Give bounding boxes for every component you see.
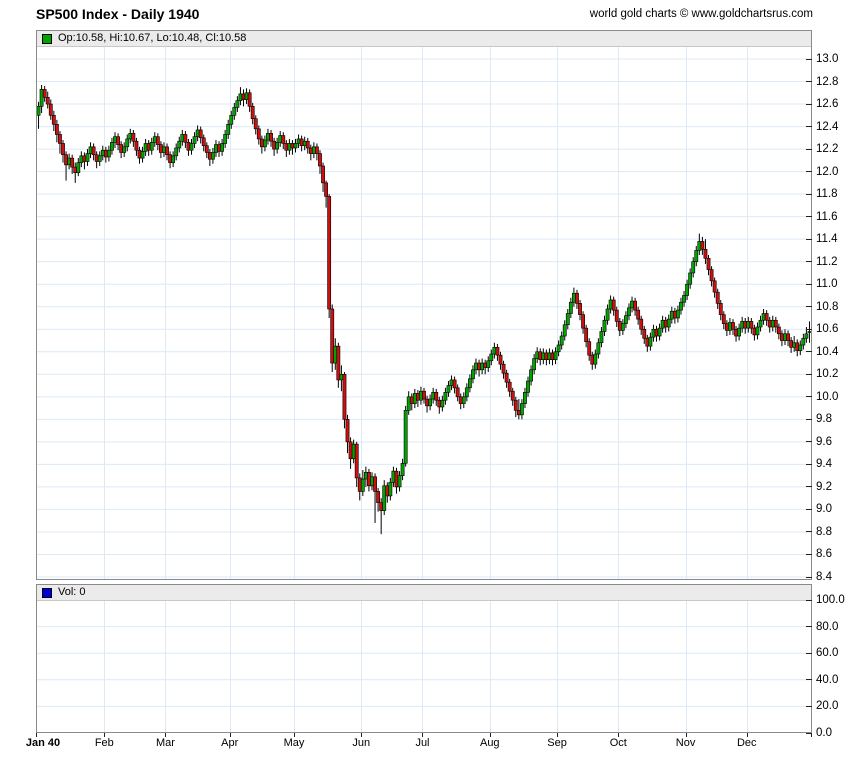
price-axis-tick-label: 9.2 bbox=[816, 480, 832, 493]
price-axis-tick bbox=[806, 328, 812, 330]
time-axis-tick bbox=[104, 733, 105, 737]
price-axis-tick bbox=[806, 306, 812, 308]
time-axis-month-label: Mar bbox=[156, 737, 175, 749]
price-axis-tick bbox=[806, 486, 812, 488]
ohlc-legend-swatch bbox=[42, 33, 52, 44]
price-candlestick-chart bbox=[37, 47, 811, 579]
time-axis-month-label: Jul bbox=[415, 737, 430, 749]
volume-axis-tick bbox=[806, 599, 812, 601]
time-axis-month-label: Oct bbox=[609, 737, 627, 749]
time-axis-month-label: Jan 40 bbox=[25, 737, 61, 749]
price-axis-tick-label: 10.4 bbox=[816, 345, 839, 358]
price-axis-tick-label: 9.8 bbox=[816, 413, 832, 426]
price-axis-tick bbox=[806, 126, 812, 128]
price-axis-tick-label: 9.6 bbox=[816, 435, 832, 448]
volume-axis-tick-label: 100.0 bbox=[816, 594, 845, 606]
volume-chart bbox=[37, 601, 811, 732]
volume-axis-tick bbox=[806, 679, 812, 681]
price-axis-tick bbox=[806, 238, 812, 240]
volume-axis-tick bbox=[806, 732, 812, 734]
time-axis-month-label: May bbox=[283, 737, 305, 749]
price-axis-tick bbox=[806, 553, 812, 555]
volume-axis-tick-label: 40.0 bbox=[816, 673, 839, 686]
price-axis-tick bbox=[806, 58, 812, 60]
price-axis-tick-label: 8.6 bbox=[816, 548, 832, 561]
price-pane: Op:10.58, Hi:10.67, Lo:10.48, Cl:10.58 bbox=[36, 30, 812, 580]
time-axis-month-label: Dec bbox=[736, 737, 757, 749]
volume-axis-tick bbox=[806, 652, 812, 654]
time-axis-tick bbox=[618, 733, 619, 737]
price-axis-tick-label: 8.8 bbox=[816, 525, 832, 538]
price-axis-tick bbox=[806, 193, 812, 195]
price-axis-tick-label: 10.8 bbox=[816, 300, 839, 313]
price-axis-tick bbox=[806, 396, 812, 398]
price-axis-tick bbox=[806, 171, 812, 173]
price-axis-tick bbox=[806, 261, 812, 263]
price-axis-tick-label: 11.2 bbox=[816, 255, 838, 268]
price-legend-bar: Op:10.58, Hi:10.67, Lo:10.48, Cl:10.58 bbox=[37, 31, 811, 47]
time-axis-month-label: Feb bbox=[94, 737, 114, 749]
price-axis-tick bbox=[806, 81, 812, 83]
volume-axis-tick-label: 80.0 bbox=[816, 620, 839, 633]
time-axis-month-label: Aug bbox=[479, 737, 500, 749]
price-axis-tick bbox=[806, 441, 812, 443]
price-axis-tick-label: 11.6 bbox=[816, 210, 838, 223]
time-axis-tick bbox=[686, 733, 687, 737]
time-axis-tick bbox=[165, 733, 166, 737]
price-axis-tick-label: 12.2 bbox=[816, 143, 839, 156]
price-axis-tick bbox=[806, 508, 812, 510]
price-axis-tick-label: 12.4 bbox=[816, 120, 839, 133]
time-axis-tick bbox=[490, 733, 491, 737]
time-axis-tick bbox=[557, 733, 558, 737]
price-axis-tick-label: 10.6 bbox=[816, 323, 839, 336]
price-axis-tick-label: 11.0 bbox=[816, 278, 838, 291]
volume-axis-tick-label: 20.0 bbox=[816, 700, 839, 713]
ohlc-legend-label: Op:10.58, Hi:10.67, Lo:10.48, Cl:10.58 bbox=[58, 32, 247, 44]
time-axis-tick bbox=[747, 733, 748, 737]
time-axis-tick bbox=[294, 733, 295, 737]
time-axis-month-label: Nov bbox=[675, 737, 696, 749]
price-axis-tick bbox=[806, 216, 812, 218]
price-axis-tick-label: 9.4 bbox=[816, 458, 832, 471]
volume-axis-tick bbox=[806, 705, 812, 707]
price-axis-tick bbox=[806, 148, 812, 150]
price-axis-tick bbox=[806, 351, 812, 353]
credit-text: world gold charts © www.goldchartsrus.co… bbox=[589, 8, 813, 20]
price-axis-tick bbox=[806, 373, 812, 375]
volume-axis-tick bbox=[806, 626, 812, 628]
page-title: SP500 Index - Daily 1940 bbox=[36, 6, 200, 22]
time-axis-month-label: Sep bbox=[547, 737, 567, 749]
time-axis-tick bbox=[811, 733, 812, 737]
price-axis-tick-label: 8.4 bbox=[816, 571, 832, 583]
time-axis-tick bbox=[422, 733, 423, 737]
price-axis-tick bbox=[806, 531, 812, 533]
price-axis-tick bbox=[806, 576, 812, 578]
time-axis-month-label: Jun bbox=[352, 737, 371, 749]
price-axis-tick bbox=[806, 103, 812, 105]
time-axis-tick bbox=[36, 733, 37, 737]
time-axis-tick bbox=[361, 733, 362, 737]
price-axis-tick-label: 9.0 bbox=[816, 503, 832, 516]
price-axis-tick bbox=[806, 418, 812, 420]
price-axis-tick-label: 12.8 bbox=[816, 75, 839, 88]
time-axis-month-label: Apr bbox=[221, 737, 239, 749]
volume-legend-bar: Vol: 0 bbox=[37, 585, 811, 601]
volume-legend-swatch bbox=[42, 587, 52, 598]
volume-pane: Vol: 0 bbox=[36, 584, 812, 733]
price-axis-tick-label: 12.6 bbox=[816, 98, 839, 111]
price-axis-tick bbox=[806, 283, 812, 285]
volume-legend-label: Vol: 0 bbox=[58, 586, 86, 598]
price-axis-tick-label: 12.0 bbox=[816, 165, 839, 178]
time-axis-tick bbox=[230, 733, 231, 737]
volume-axis-tick-label: 0.0 bbox=[816, 727, 832, 739]
price-axis-tick-label: 10.0 bbox=[816, 390, 839, 403]
volume-axis-tick-label: 60.0 bbox=[816, 647, 839, 660]
price-axis-tick-label: 13.0 bbox=[816, 53, 839, 65]
price-axis-tick-label: 10.2 bbox=[816, 368, 839, 381]
price-axis-tick-label: 11.4 bbox=[816, 233, 838, 246]
price-axis-tick-label: 11.8 bbox=[816, 188, 838, 201]
price-axis-tick bbox=[806, 463, 812, 465]
